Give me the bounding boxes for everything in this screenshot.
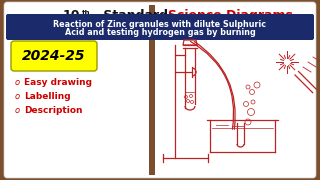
FancyBboxPatch shape	[6, 14, 314, 40]
Text: Acid and testing hydrogen gas by burning: Acid and testing hydrogen gas by burning	[65, 28, 255, 37]
Text: Description: Description	[24, 105, 83, 114]
Text: Easy drawing: Easy drawing	[24, 78, 92, 87]
Text: Reaction of Zinc granules with dilute Sulphuric: Reaction of Zinc granules with dilute Su…	[53, 19, 267, 28]
Text: Labelling: Labelling	[24, 91, 71, 100]
Text: o: o	[14, 105, 20, 114]
Text: 2024-25: 2024-25	[22, 49, 86, 63]
Text: Standard -: Standard -	[99, 8, 181, 21]
Text: o: o	[14, 78, 20, 87]
Text: th: th	[82, 10, 91, 15]
Bar	[149, 5, 155, 175]
Text: Science Diagrams: Science Diagrams	[168, 8, 292, 21]
FancyBboxPatch shape	[4, 2, 316, 178]
Text: 10: 10	[62, 8, 80, 21]
FancyBboxPatch shape	[11, 41, 97, 71]
Text: o: o	[14, 91, 20, 100]
